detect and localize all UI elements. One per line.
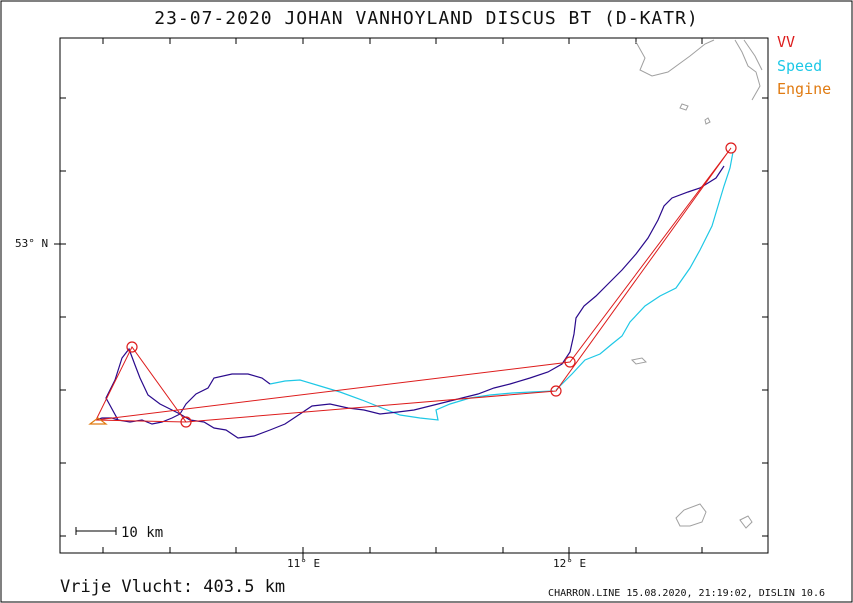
map-title: 23-07-2020 JOHAN VANHOYLAND DISCUS BT (D…: [154, 8, 699, 29]
speed-track: [269, 151, 734, 421]
legend-engine: Engine: [777, 80, 832, 98]
coastline: [630, 39, 763, 529]
engine-marker: [88, 417, 108, 425]
scale-bar: [75, 527, 117, 535]
turnpoint-marker: [126, 341, 138, 353]
axis-ticks: [54, 38, 768, 559]
longitude-label-12: 12° E: [553, 557, 587, 570]
free-flight-distance: Vrije Vlucht: 403.5 km: [60, 577, 286, 597]
flight-track: [95, 165, 725, 439]
map-frame: [59, 37, 769, 554]
turnpoint-marker: [725, 142, 737, 154]
latitude-label: 53° N: [15, 237, 49, 250]
turnpoint-marker: [550, 385, 562, 397]
legend-speed: Speed: [777, 57, 823, 75]
scale-bar-label: 10 km: [121, 525, 164, 541]
longitude-label-11: 11° E: [287, 557, 321, 570]
credits-line: CHARRON.LINE 15.08.2020, 21:19:02, DISLI…: [548, 588, 825, 599]
turnpoint-marker: [180, 416, 192, 428]
task-lines: [95, 147, 732, 423]
turnpoint-markers: [126, 142, 737, 428]
legend-vv: VV: [777, 33, 796, 51]
turnpoint-marker: [564, 356, 576, 368]
